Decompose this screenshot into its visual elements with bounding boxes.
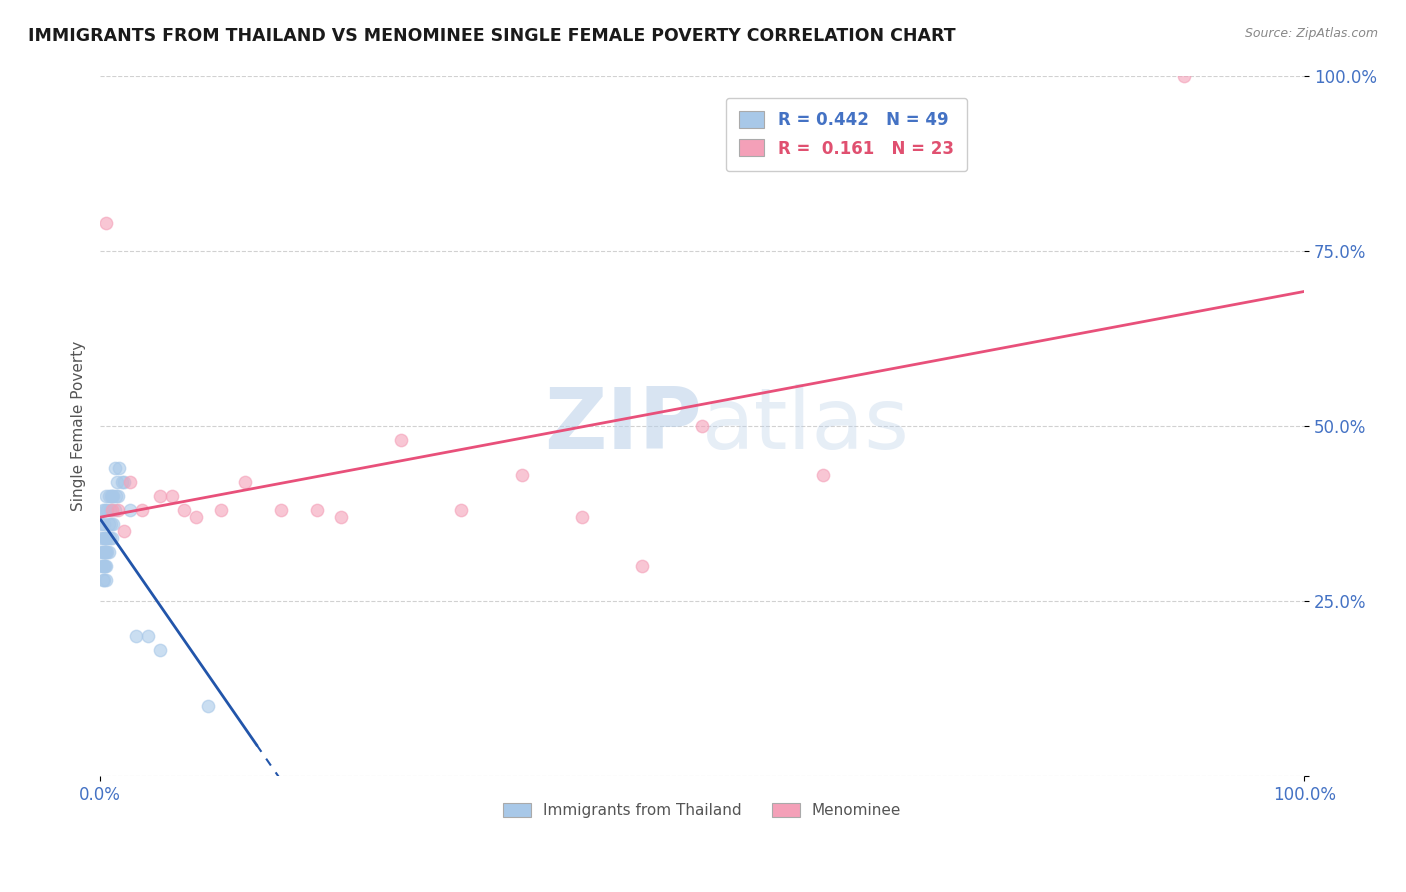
Point xyxy=(94,503,117,517)
Point xyxy=(101,531,124,545)
Text: ZIP: ZIP xyxy=(544,384,702,467)
Point xyxy=(270,503,292,517)
Point xyxy=(94,559,117,574)
Point xyxy=(233,475,256,489)
Point xyxy=(90,559,112,574)
Point xyxy=(571,510,593,524)
Point xyxy=(97,545,120,559)
Point xyxy=(103,516,125,531)
Point xyxy=(91,559,114,574)
Point xyxy=(510,467,533,482)
Point xyxy=(94,489,117,503)
Point xyxy=(105,475,128,489)
Point xyxy=(98,503,121,517)
Point xyxy=(90,531,112,545)
Point xyxy=(94,531,117,545)
Point xyxy=(93,573,115,587)
Point xyxy=(94,573,117,587)
Point xyxy=(329,510,352,524)
Point xyxy=(94,559,117,574)
Point xyxy=(94,545,117,559)
Point xyxy=(149,643,172,657)
Point xyxy=(811,467,834,482)
Point xyxy=(94,531,117,545)
Point xyxy=(111,475,134,489)
Point xyxy=(389,433,412,447)
Text: Source: ZipAtlas.com: Source: ZipAtlas.com xyxy=(1244,27,1378,40)
Point xyxy=(173,503,195,517)
Point xyxy=(93,531,115,545)
Point xyxy=(90,545,112,559)
Point xyxy=(91,573,114,587)
Point xyxy=(107,489,129,503)
Point xyxy=(100,516,122,531)
Point xyxy=(125,629,148,643)
Legend: Immigrants from Thailand, Menominee: Immigrants from Thailand, Menominee xyxy=(498,797,907,824)
Point xyxy=(91,503,114,517)
Point xyxy=(103,503,125,517)
Point xyxy=(97,489,120,503)
Point xyxy=(631,559,654,574)
Point xyxy=(1173,69,1195,83)
Point xyxy=(103,489,125,503)
Text: IMMIGRANTS FROM THAILAND VS MENOMINEE SINGLE FEMALE POVERTY CORRELATION CHART: IMMIGRANTS FROM THAILAND VS MENOMINEE SI… xyxy=(28,27,956,45)
Point xyxy=(93,516,115,531)
Point xyxy=(120,475,142,489)
Point xyxy=(90,516,112,531)
Point xyxy=(97,516,120,531)
Point xyxy=(108,461,131,475)
Point xyxy=(94,216,117,230)
Point xyxy=(690,418,713,433)
Point xyxy=(120,503,142,517)
Point xyxy=(209,503,232,517)
Point xyxy=(101,503,124,517)
Point xyxy=(98,531,121,545)
Point xyxy=(93,559,115,574)
Point xyxy=(131,503,153,517)
Point xyxy=(93,545,115,559)
Point xyxy=(162,489,184,503)
Point xyxy=(197,699,219,714)
Point xyxy=(450,503,472,517)
Text: atlas: atlas xyxy=(702,384,910,467)
Point xyxy=(96,503,118,517)
Point xyxy=(136,629,159,643)
Point xyxy=(112,475,135,489)
Point xyxy=(96,531,118,545)
Point xyxy=(94,545,117,559)
Point xyxy=(103,461,125,475)
Point xyxy=(305,503,328,517)
Point xyxy=(91,545,114,559)
Point xyxy=(186,510,208,524)
Y-axis label: Single Female Poverty: Single Female Poverty xyxy=(72,341,86,511)
Point xyxy=(96,545,118,559)
Point xyxy=(107,503,129,517)
Point xyxy=(112,524,135,538)
Point xyxy=(149,489,172,503)
Point xyxy=(104,489,127,503)
Point xyxy=(101,489,124,503)
Point xyxy=(100,489,122,503)
